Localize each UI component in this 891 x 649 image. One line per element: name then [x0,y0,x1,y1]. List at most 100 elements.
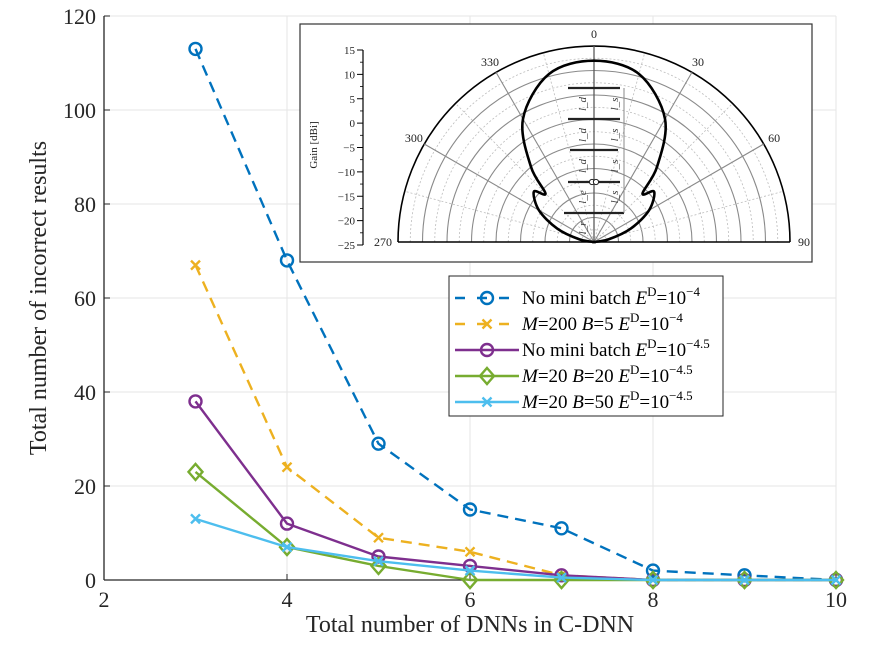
inset-spoke [423,143,595,243]
legend-label: M=20 B=20 ED=10−4.5 [521,362,693,387]
data-point [461,570,479,590]
inset-gain-tick-label: 15 [344,45,356,57]
inset-element-label: l_d [577,127,589,142]
inset-element-label: l_e [577,190,589,204]
legend-item: No mini batch ED=10−4.5 [455,336,710,361]
data-point [188,394,203,409]
data-point [190,259,201,271]
inset-gain-tick-label: −25 [338,240,356,252]
y-tick-label: 0 [85,568,96,593]
inset-feed-point [592,178,600,186]
inset-angle-label: 0 [591,27,597,41]
legend-box [448,275,724,417]
data-point [739,574,750,586]
inset-angle-labels: 270 300 330 0 30 60 90 [374,27,810,249]
data-point [464,565,476,576]
inset-angle-label: 330 [481,55,499,69]
y-tick-label: 60 [74,286,96,311]
y-tick-label: 40 [74,380,96,405]
data-point [830,574,842,586]
legend-item: M=20 B=20 ED=10−4.5 [455,362,693,387]
data-point [186,462,205,482]
inset-spoke [593,190,784,243]
x-tick-labels: 2 4 6 8 10 [99,587,848,612]
legend-swatch-marker [478,366,496,386]
inset-frame [299,23,813,263]
data-point [373,555,384,567]
inset-range-ring [434,82,754,243]
series-5 [190,513,842,586]
legend-swatch-marker [479,342,495,358]
legend-item: M=20 B=50 ED=10−4.5 [455,388,693,413]
inset-spoke [455,103,595,243]
data-point [464,546,476,558]
inset-gain-tick-label: −20 [338,216,356,228]
data-point [279,253,295,268]
inset-spoke [593,103,733,243]
inset-gain-tick-label: 5 [350,94,356,106]
y-axis-title: Total number of incorrect results [26,141,52,455]
inset-spacing-label: l_s [609,129,621,142]
y-tick-label: 20 [74,474,96,499]
inset-gain-tick-label: −15 [338,191,356,203]
inset-gain-tick-label: 0 [350,118,356,130]
y-tick-label: 120 [63,4,96,29]
series-line [195,517,836,582]
legend: No mini batch ED=10−4M=200 B=5 ED=10−4No… [448,275,724,417]
inset-spacing-label: l_s [609,191,621,204]
data-point [462,502,478,517]
legend-item: M=200 B=5 ED=10−4 [455,310,683,335]
legend-label: No mini batch ED=10−4 [522,284,701,309]
x-tick-label: 8 [648,587,659,612]
data-point [556,572,567,583]
data-point [647,574,659,586]
inset-range-ring [458,106,730,243]
inset-spoke [593,143,765,243]
data-point [369,556,388,576]
inset-polar-plot: 270 300 330 0 30 60 90 15 10 5 0 −5 −10 −15 −20 −25 Ga… [299,23,813,263]
inset-gain-tick-label: −5 [343,143,355,155]
inset-element-label: l_r [577,221,589,235]
inset-angle-label: 300 [405,131,423,145]
data-point [735,570,754,590]
inset-gain-axis-title: Gain [dBi] [308,121,320,168]
inset-gain-tick-label: −10 [338,167,356,179]
inset-spacing-label: l_s [609,98,621,111]
inset-gain-ticks: 15 10 5 0 −5 −10 −15 −20 −25 [338,45,364,252]
inset-spoke [404,190,595,243]
data-point [645,563,661,578]
inset-angle-label: 270 [374,235,392,249]
data-point [279,516,295,531]
y-tick-label: 100 [63,98,96,123]
legend-swatch-marker [481,396,493,408]
x-tick-label: 6 [465,587,476,612]
inset-range-ring [507,155,681,243]
x-tick-label: 2 [99,587,110,612]
inset-spoke [593,52,646,243]
legend-label: M=20 B=50 ED=10−4.5 [521,388,693,413]
legend-swatch-marker [479,290,495,306]
series-line [194,48,837,582]
inset-gain-tick-label: 10 [344,69,356,81]
inset-angle-label: 60 [768,131,780,145]
legend-label: No mini batch ED=10−4.5 [522,336,710,361]
data-point [554,568,569,583]
legend-item: No mini batch ED=10−4 [455,284,701,309]
x-axis-title: Total number of DNNs in C-DNN [306,612,634,638]
inset-angle-label: 90 [798,235,810,249]
data-point [554,521,569,536]
inset-radiation-pattern [521,59,667,244]
data-point [188,41,203,57]
x-tick-label: 4 [282,587,293,612]
inset-element-label: l_d [577,158,589,173]
data-point [281,541,293,553]
series-line [194,400,836,582]
legend-swatch-marker [481,318,493,330]
inset-element-label: l_d [577,96,589,111]
data-point [644,570,662,590]
inset-spoke [542,52,595,243]
data-point [190,513,201,525]
inset-spacing-label: l_s [609,160,621,173]
data-point [373,532,384,544]
